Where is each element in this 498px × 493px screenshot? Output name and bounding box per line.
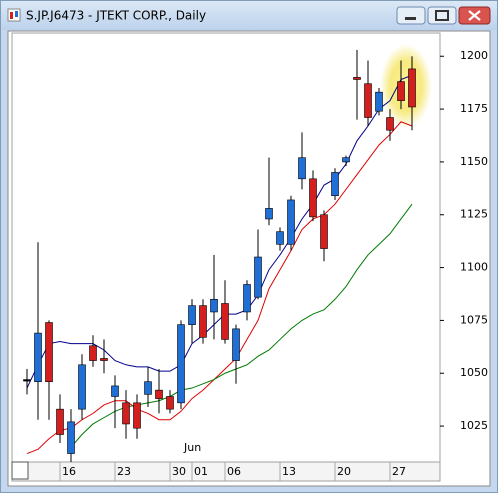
candle-body xyxy=(34,332,42,382)
candle-body xyxy=(342,157,350,163)
y-tick-label: 1100 xyxy=(460,261,488,274)
candle-body xyxy=(408,68,416,108)
candle-body xyxy=(287,199,295,245)
candle-body xyxy=(45,322,53,382)
x-axis-strip xyxy=(11,461,441,482)
candle-body xyxy=(122,402,130,425)
y-tick-label: 1175 xyxy=(460,102,488,115)
candle-body xyxy=(56,408,64,435)
candle-body xyxy=(23,379,31,382)
candle-body xyxy=(199,305,207,338)
candle-body xyxy=(298,157,306,180)
candle-body xyxy=(254,256,262,298)
candle-body xyxy=(276,231,284,245)
candle-body xyxy=(155,389,163,399)
x-tick-label: 16 xyxy=(62,465,76,478)
x-tick-label: 01 xyxy=(194,465,208,478)
x-tick-label: 20 xyxy=(337,465,351,478)
candle-body xyxy=(331,172,339,197)
candle-body xyxy=(78,364,86,410)
y-tick-label: 1150 xyxy=(460,155,488,168)
candle-body xyxy=(364,83,372,118)
y-tick-label: 1125 xyxy=(460,208,488,221)
candle-body xyxy=(144,381,152,395)
x-tick-label: 27 xyxy=(392,465,406,478)
candle-body xyxy=(67,421,75,454)
candle-body xyxy=(353,77,361,80)
y-tick-label: 1050 xyxy=(460,366,488,379)
close-button[interactable] xyxy=(458,6,491,25)
candle-body xyxy=(320,214,328,249)
candle-body xyxy=(89,345,97,361)
app-icon xyxy=(7,8,21,22)
candle-body xyxy=(265,208,273,220)
candle-body xyxy=(100,358,108,361)
candle-body xyxy=(188,305,196,325)
candle-body xyxy=(386,117,394,131)
candle-body xyxy=(177,324,185,404)
month-label: Jun xyxy=(183,441,201,454)
x-tick-label: 13 xyxy=(282,465,296,478)
window-title: S.JP.J6473 - JTEKT CORP., Daily xyxy=(26,9,206,23)
corner-box xyxy=(11,461,29,480)
x-tick-label: 30 xyxy=(172,465,186,478)
plot: 1025 1050 1075 1100 1125 1150 1175 1200 16 23 30 01… xyxy=(23,49,488,481)
y-tick-label: 1075 xyxy=(460,313,488,326)
candle-body xyxy=(166,396,174,410)
y-tick-label: 1200 xyxy=(460,49,488,62)
candle-body xyxy=(375,91,383,112)
candle-body xyxy=(111,385,119,397)
y-tick-label: 1025 xyxy=(460,419,488,432)
maximize-button[interactable] xyxy=(427,6,457,25)
candle-body xyxy=(133,402,141,429)
minimize-button[interactable] xyxy=(396,6,426,25)
candle-body xyxy=(243,284,251,313)
candle-body xyxy=(397,81,405,101)
candle-body xyxy=(210,298,218,313)
candle-body xyxy=(232,328,240,361)
candle-body xyxy=(309,178,317,218)
candle-body xyxy=(221,303,229,340)
x-tick-label: 23 xyxy=(117,465,131,478)
x-tick-label: 06 xyxy=(227,465,241,478)
moving-average-line xyxy=(26,121,413,455)
highlight-glow xyxy=(380,44,432,128)
